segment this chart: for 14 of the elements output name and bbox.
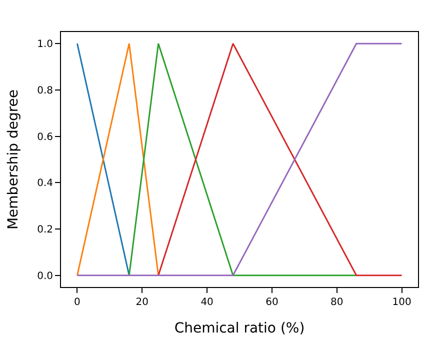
x-tick-label: 100	[392, 297, 412, 308]
y-tick-label: 0.6	[37, 132, 53, 143]
x-axis-title: Chemical ratio (%)	[174, 320, 305, 336]
x-tick-label: 60	[266, 297, 278, 308]
x-tick-label: 20	[136, 297, 149, 308]
x-tick-label: 0	[74, 297, 80, 308]
y-tick-label: 0.0	[37, 270, 53, 282]
y-tick-label: 0.2	[37, 224, 53, 236]
x-tick-label: 40	[200, 297, 214, 308]
x-tick-label: 80	[330, 297, 344, 308]
y-axis-title: Membership degree	[6, 89, 22, 230]
y-tick-label: 1.0	[37, 39, 53, 50]
y-tick-label: 0.8	[37, 85, 53, 96]
y-tick-label: 0.4	[37, 178, 53, 190]
